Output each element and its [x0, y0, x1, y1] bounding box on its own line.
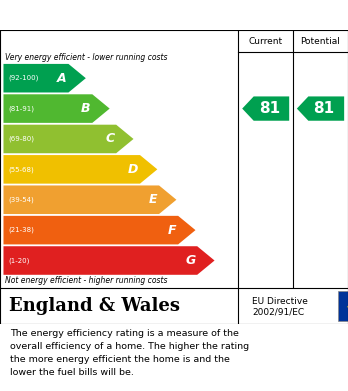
- Text: A: A: [57, 72, 67, 85]
- Text: C: C: [105, 133, 114, 145]
- Text: (81-91): (81-91): [9, 105, 35, 112]
- Text: (21-38): (21-38): [9, 227, 34, 233]
- Text: Energy Efficiency Rating: Energy Efficiency Rating: [9, 7, 219, 23]
- Polygon shape: [3, 155, 157, 184]
- Bar: [338, 291, 348, 321]
- Polygon shape: [3, 125, 134, 153]
- Text: Very energy efficient - lower running costs: Very energy efficient - lower running co…: [5, 53, 168, 62]
- Text: 81: 81: [259, 101, 280, 116]
- Text: D: D: [128, 163, 138, 176]
- Text: (55-68): (55-68): [9, 166, 34, 172]
- Polygon shape: [3, 64, 86, 93]
- Polygon shape: [3, 246, 214, 275]
- Text: EU Directive: EU Directive: [252, 297, 308, 306]
- Text: G: G: [185, 254, 196, 267]
- Text: Potential: Potential: [301, 36, 340, 45]
- Text: England & Wales: England & Wales: [9, 297, 180, 315]
- Text: (69-80): (69-80): [9, 136, 35, 142]
- Text: (1-20): (1-20): [9, 257, 30, 264]
- Text: 81: 81: [314, 101, 335, 116]
- Polygon shape: [297, 97, 344, 121]
- Text: Not energy efficient - higher running costs: Not energy efficient - higher running co…: [5, 276, 168, 285]
- Polygon shape: [242, 97, 289, 121]
- Polygon shape: [3, 185, 176, 214]
- Text: The energy efficiency rating is a measure of the
overall efficiency of a home. T: The energy efficiency rating is a measur…: [10, 329, 250, 377]
- Text: (92-100): (92-100): [9, 75, 39, 81]
- Text: E: E: [149, 193, 157, 206]
- Text: (39-54): (39-54): [9, 197, 34, 203]
- Text: B: B: [81, 102, 90, 115]
- Text: 2002/91/EC: 2002/91/EC: [252, 308, 304, 317]
- Text: Current: Current: [248, 36, 283, 45]
- Polygon shape: [3, 216, 196, 244]
- Polygon shape: [3, 94, 110, 123]
- Text: F: F: [168, 224, 176, 237]
